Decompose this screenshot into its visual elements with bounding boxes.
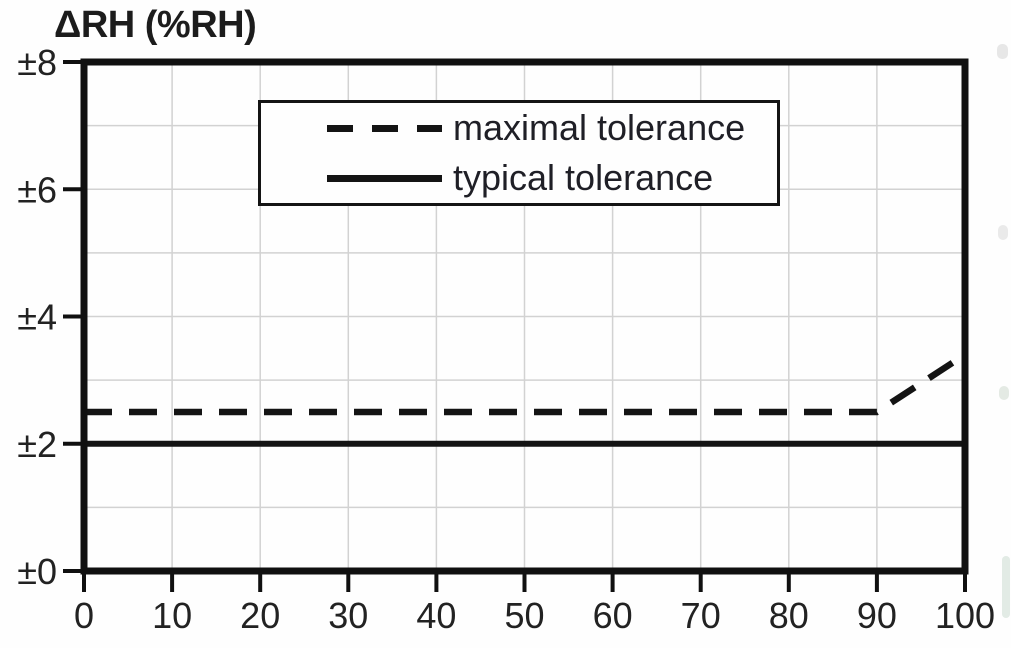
svg-text:±0: ±0 bbox=[17, 551, 57, 592]
svg-text:40: 40 bbox=[416, 595, 456, 636]
svg-text:20: 20 bbox=[240, 595, 280, 636]
svg-text:±4: ±4 bbox=[17, 297, 57, 338]
svg-text:70: 70 bbox=[681, 595, 721, 636]
svg-text:10: 10 bbox=[152, 595, 192, 636]
chart-title: ΔRH (%RH) bbox=[54, 4, 257, 46]
legend-entry-typical-tolerance: typical tolerance bbox=[261, 153, 777, 203]
scan-artifact bbox=[1002, 556, 1010, 618]
svg-text:±8: ±8 bbox=[17, 42, 57, 83]
svg-text:50: 50 bbox=[504, 595, 544, 636]
chart-legend: maximal tolerance typical tolerance bbox=[258, 100, 780, 206]
svg-text:90: 90 bbox=[857, 595, 897, 636]
svg-text:100: 100 bbox=[935, 595, 995, 636]
svg-text:30: 30 bbox=[328, 595, 368, 636]
svg-text:60: 60 bbox=[593, 595, 633, 636]
scan-artifact bbox=[997, 44, 1008, 59]
svg-text:±6: ±6 bbox=[17, 169, 57, 210]
legend-label: typical tolerance bbox=[453, 157, 714, 198]
legend-entry-maximal-tolerance: maximal tolerance bbox=[261, 103, 777, 153]
svg-text:0: 0 bbox=[74, 595, 94, 636]
scan-artifact bbox=[998, 225, 1008, 240]
scan-artifact bbox=[999, 386, 1009, 400]
legend-label: maximal tolerance bbox=[453, 107, 746, 148]
svg-text:±2: ±2 bbox=[17, 424, 57, 465]
svg-text:80: 80 bbox=[769, 595, 809, 636]
solid-line-sample-icon bbox=[327, 174, 442, 182]
dashed-line-sample-icon bbox=[327, 124, 442, 132]
